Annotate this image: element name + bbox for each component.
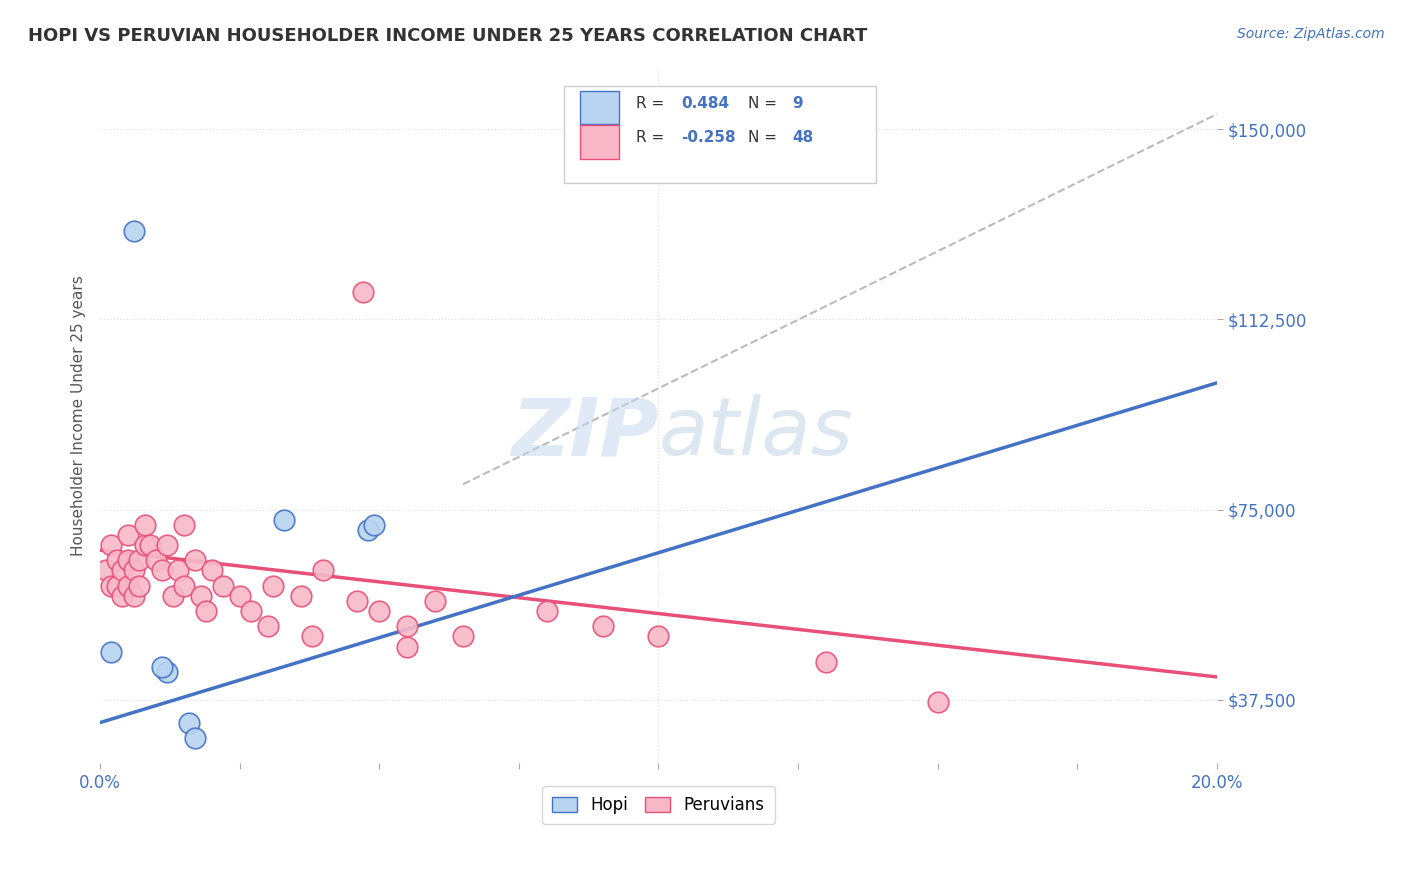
Point	[256, 619, 278, 633]
Point	[273, 513, 295, 527]
Point	[111, 564, 134, 578]
Text: Source: ZipAtlas.com: Source: ZipAtlas.com	[1237, 27, 1385, 41]
Point	[128, 579, 150, 593]
Text: R =: R =	[636, 95, 669, 111]
Point	[368, 604, 391, 618]
Point	[451, 629, 474, 643]
Text: ZIP: ZIP	[512, 394, 658, 472]
Point	[156, 665, 179, 679]
Point	[111, 589, 134, 603]
Bar	[581, 126, 620, 159]
Point	[536, 604, 558, 618]
Point	[139, 538, 162, 552]
Point	[814, 655, 837, 669]
Point	[228, 589, 250, 603]
Point	[396, 640, 419, 654]
Point	[150, 564, 173, 578]
Text: 48: 48	[793, 130, 814, 145]
Point	[396, 619, 419, 633]
Point	[122, 564, 145, 578]
Point	[100, 579, 122, 593]
Text: HOPI VS PERUVIAN HOUSEHOLDER INCOME UNDER 25 YEARS CORRELATION CHART: HOPI VS PERUVIAN HOUSEHOLDER INCOME UNDE…	[28, 27, 868, 45]
Text: N =: N =	[748, 130, 782, 145]
Point	[173, 579, 195, 593]
Point	[117, 553, 139, 567]
Point	[212, 579, 235, 593]
Point	[184, 553, 207, 567]
Text: atlas: atlas	[658, 394, 853, 472]
Point	[122, 224, 145, 238]
Point	[145, 553, 167, 567]
Point	[184, 731, 207, 745]
Point	[94, 564, 117, 578]
Text: N =: N =	[748, 95, 782, 111]
Bar	[581, 91, 620, 124]
Point	[592, 619, 614, 633]
Point	[105, 579, 128, 593]
Point	[100, 644, 122, 658]
Point	[134, 517, 156, 532]
Point	[357, 523, 380, 537]
Point	[179, 715, 201, 730]
Point	[167, 564, 190, 578]
Point	[150, 660, 173, 674]
Point	[290, 589, 312, 603]
Text: 9: 9	[793, 95, 803, 111]
Point	[190, 589, 212, 603]
Point	[352, 285, 374, 299]
Point	[312, 564, 335, 578]
Point	[117, 579, 139, 593]
Point	[363, 517, 385, 532]
Point	[122, 589, 145, 603]
Point	[105, 553, 128, 567]
Point	[301, 629, 323, 643]
Point	[239, 604, 262, 618]
Point	[201, 564, 224, 578]
Point	[134, 538, 156, 552]
Point	[262, 579, 284, 593]
Point	[173, 517, 195, 532]
Text: R =: R =	[636, 130, 669, 145]
Point	[927, 695, 949, 709]
Point	[162, 589, 184, 603]
Text: 0.484: 0.484	[681, 95, 728, 111]
Point	[128, 553, 150, 567]
Text: -0.258: -0.258	[681, 130, 735, 145]
Point	[423, 594, 446, 608]
Point	[195, 604, 218, 618]
Point	[647, 629, 669, 643]
Point	[117, 528, 139, 542]
Point	[156, 538, 179, 552]
Legend: Hopi, Peruvians: Hopi, Peruvians	[543, 786, 775, 824]
Point	[100, 538, 122, 552]
Point	[346, 594, 368, 608]
Y-axis label: Householder Income Under 25 years: Householder Income Under 25 years	[72, 276, 86, 557]
FancyBboxPatch shape	[564, 86, 876, 183]
